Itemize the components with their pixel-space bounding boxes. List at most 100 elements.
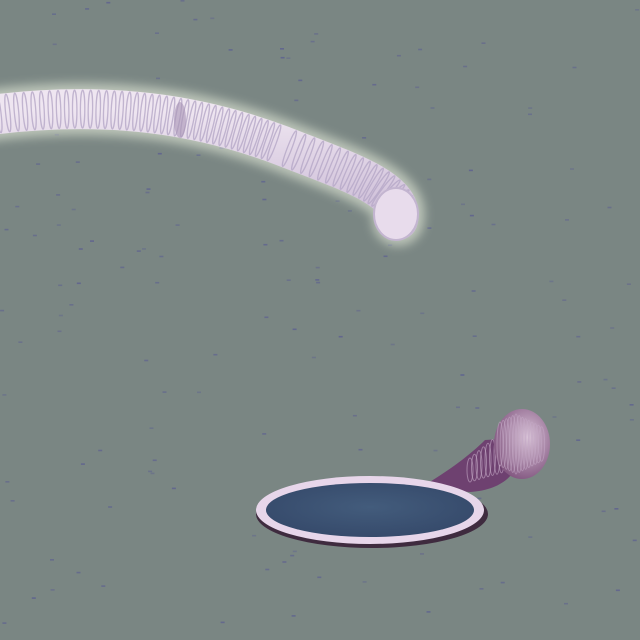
background-speck [338, 335, 343, 338]
worm-rib [324, 147, 342, 184]
worm-rib [192, 101, 204, 141]
background-speck [50, 559, 54, 561]
worm-rib [159, 95, 169, 135]
worm-rib [281, 130, 298, 168]
background-speck [528, 107, 533, 109]
background-speck [290, 554, 295, 557]
background-speck [193, 18, 198, 21]
background-speck [57, 330, 62, 333]
background-speck [460, 374, 465, 376]
background-speck [56, 224, 61, 226]
background-speck [427, 227, 432, 229]
background-speck [90, 240, 94, 242]
worm-pinch [174, 102, 186, 138]
worm-rib [117, 90, 125, 131]
background-speck [58, 284, 63, 287]
worm-rib [166, 96, 176, 136]
worm-rib [254, 119, 269, 158]
background-speck [314, 33, 319, 35]
background-speck [576, 439, 581, 441]
worm-rib [38, 90, 46, 130]
background-speck [2, 622, 7, 624]
background-speck [10, 500, 15, 502]
background-speck [31, 597, 36, 599]
background-speck [603, 378, 608, 381]
bulb-rings [496, 413, 546, 475]
background-speck [362, 137, 367, 139]
worm-rib [4, 93, 12, 133]
worm-rib [212, 106, 224, 145]
background-speck [372, 83, 377, 86]
background-speck [420, 553, 424, 555]
background-speck [315, 266, 320, 269]
background-speck [142, 248, 146, 250]
background-speck [479, 588, 484, 590]
background-speck [4, 228, 9, 231]
worm-rib [71, 89, 78, 129]
background-speck [552, 416, 557, 418]
worm-rib [339, 153, 357, 190]
worm-rib [79, 89, 86, 129]
background-speck [611, 387, 616, 389]
background-speck [76, 571, 81, 574]
background-speck [601, 510, 606, 513]
tail-ring [480, 446, 487, 479]
worm-rib [21, 91, 29, 131]
background-speck [291, 615, 296, 617]
background-speck [279, 239, 284, 242]
background-speck [358, 448, 363, 451]
background-speck [415, 86, 420, 89]
background-speck [577, 381, 582, 383]
tail-ring [466, 457, 474, 483]
background-speck [570, 168, 574, 170]
background-speck [98, 449, 103, 452]
background-speck [101, 585, 106, 587]
worm-rib [139, 92, 147, 132]
background-speck [347, 210, 352, 212]
worm-rib [248, 117, 263, 156]
background-speck [56, 194, 61, 196]
background-speck [262, 198, 267, 201]
background-speck [388, 244, 393, 246]
background-speck [155, 32, 159, 34]
background-speck [85, 8, 90, 10]
background-speck [18, 341, 23, 343]
background-speck [171, 487, 176, 490]
background-speck [315, 279, 320, 281]
background-speck [149, 427, 154, 429]
background-speck [180, 0, 185, 2]
background-speck [213, 353, 218, 356]
background-speck [562, 299, 567, 301]
worm-rib [47, 90, 54, 130]
worm-rib [63, 89, 70, 129]
background-speck [635, 9, 640, 11]
background-speck [78, 248, 83, 250]
background-speck [0, 309, 5, 312]
worm-rib [236, 113, 250, 152]
background-speck [210, 17, 215, 20]
background-speck [317, 576, 322, 579]
background-speck [263, 243, 268, 246]
background-speck [477, 497, 482, 500]
background-speck [58, 314, 63, 317]
worm-rib [186, 100, 197, 139]
hole-opening [266, 483, 474, 537]
worm-rib [218, 108, 231, 147]
portal-creature-icon [256, 409, 550, 548]
tail-ring [484, 442, 492, 478]
background-speck [36, 163, 41, 165]
tail-ring [489, 439, 496, 476]
background-speck [144, 359, 149, 362]
background-speck [549, 280, 554, 283]
worm-rib [132, 92, 140, 132]
worm-rib [230, 111, 244, 150]
background-speck [175, 224, 180, 226]
worm-rib [55, 89, 62, 130]
worm-rib [266, 124, 282, 162]
background-speck [472, 335, 477, 337]
background-speck [196, 154, 201, 156]
background-speck [475, 407, 480, 409]
worm-rib [367, 171, 390, 205]
background-speck [614, 508, 619, 510]
tail-ring [475, 450, 483, 480]
